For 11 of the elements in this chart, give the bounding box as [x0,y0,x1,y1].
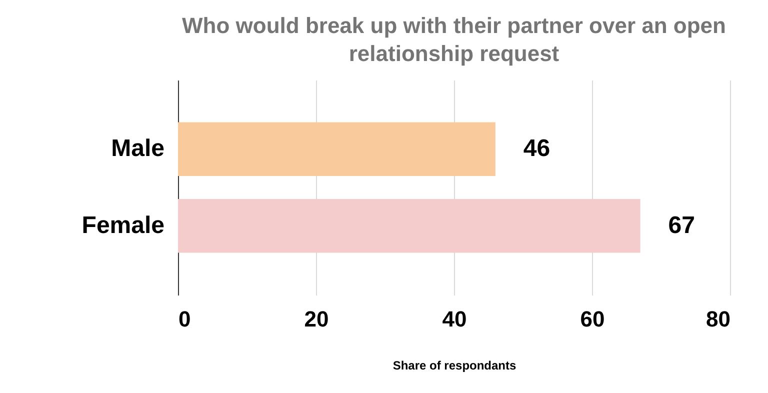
x-tick-label: 60 [580,306,605,332]
x-tick-label: 80 [706,306,730,332]
chart-title: Who would break up with their partner over an open relationship request [182,13,726,66]
y-tick-label: Male [111,135,164,162]
x-axis-title: Share of respondants [392,358,517,372]
x-tick-label: 0 [178,306,191,332]
data-label: 46 [523,135,550,162]
data-label: 67 [668,212,696,239]
x-tick-label: 20 [304,306,329,332]
x-tick-label: 40 [442,306,467,332]
y-tick-label: Female [82,212,164,239]
